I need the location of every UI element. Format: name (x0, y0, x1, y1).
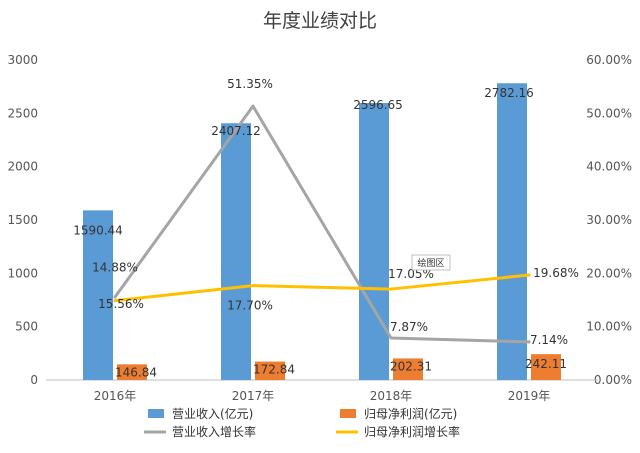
y-right-tick-label: 30.00% (586, 213, 632, 227)
legend-swatch-net-profit (340, 409, 356, 418)
net-profit-growth-data-label: 17.70% (227, 299, 273, 313)
revenue-growth-data-label: 7.14% (530, 333, 568, 347)
revenue-growth-point (251, 104, 255, 108)
legend-label-revenue: 营业收入(亿元) (172, 406, 253, 421)
x-tick-label: 2018年 (370, 389, 413, 403)
net-profit-bar (117, 364, 147, 380)
revenue-growth-point (389, 336, 393, 340)
revenue-bar (359, 103, 389, 381)
net-profit-data-label: 146.84 (115, 365, 157, 379)
y-left-tick-label: 500 (15, 320, 38, 334)
y-left-tick-label: 0 (30, 373, 38, 387)
y-left-axis: 0 500 1000 1500 2000 2500 3000 (7, 53, 38, 387)
y-right-tick-label: 50.00% (586, 106, 632, 120)
revenue-data-label: 1590.44 (73, 223, 123, 237)
watermark-title: 世纪经济报道 (506, 413, 590, 430)
x-axis: 2016年 2017年 2018年 2019年 (94, 389, 551, 403)
revenue-growth-point (113, 295, 117, 299)
chart-title: 年度业绩对比 (263, 10, 377, 32)
revenue-growth-data-label: 7.87% (390, 320, 428, 334)
data-labels: 1590.44 2407.12 2596.65 2782.16 146.84 172.84… (73, 77, 579, 379)
revenue-data-label: 2596.65 (353, 98, 403, 112)
x-tick-label: 2019年 (508, 389, 551, 403)
revenue-growth-data-label: 51.35% (227, 77, 273, 91)
net-profit-data-label: 202.31 (390, 359, 432, 373)
legend-label-net-profit-growth: 归母净利润增长率 (364, 424, 460, 439)
bars (83, 83, 561, 381)
y-left-tick-label: 2000 (7, 160, 38, 174)
y-right-tick-label: 60.00% (586, 53, 632, 67)
revenue-bar (497, 83, 527, 380)
y-left-tick-label: 3000 (7, 53, 38, 67)
legend: 营业收入(亿元) 归母净利润(亿元) 营业收入增长率 归母净利润增长率 (144, 406, 460, 439)
net-profit-bar (531, 354, 561, 380)
net-profit-bar (393, 358, 423, 380)
net-profit-growth-point (527, 273, 531, 277)
plot-area-tag: 绘图区 (411, 254, 451, 271)
net-profit-growth-point (389, 287, 393, 291)
watermark: 世纪经济报道 CENTURY BUSINESS HERALD (481, 410, 592, 440)
net-profit-growth-line (113, 273, 531, 303)
plot-area-tag-box (411, 254, 451, 271)
watermark-subtitle: CENTURY BUSINESS HERALD (506, 433, 592, 440)
net-profit-growth-data-label: 19.68% (533, 266, 579, 280)
legend-label-revenue-growth: 营业收入增长率 (172, 424, 256, 439)
revenue-growth-point (527, 340, 531, 344)
y-right-tick-label: 40.00% (586, 160, 632, 174)
y-right-tick-label: 20.00% (586, 266, 632, 280)
net-profit-growth-data-label: 14.88% (92, 261, 138, 275)
y-right-axis: 0.00% 10.00% 20.00% 30.00% 40.00% 50.00% 60.00… (586, 53, 632, 387)
x-tick-label: 2016年 (94, 389, 137, 403)
revenue-data-label: 2407.12 (211, 124, 261, 138)
legend-label-net-profit: 归母净利润(亿元) (364, 406, 457, 421)
revenue-bar (83, 210, 113, 380)
revenue-growth-data-label: 15.56% (98, 297, 144, 311)
x-tick-label: 2017年 (232, 389, 275, 403)
revenue-growth-line (113, 104, 531, 344)
revenue-bar (221, 123, 251, 380)
net-profit-growth-point (113, 299, 117, 303)
revenue-data-label: 2782.16 (484, 86, 534, 100)
lines (113, 104, 531, 344)
net-profit-growth-point (251, 284, 255, 288)
y-left-tick-label: 1500 (7, 213, 38, 227)
y-right-tick-label: 10.00% (586, 320, 632, 334)
y-left-tick-label: 1000 (7, 266, 38, 280)
net-profit-growth-data-label: 17.05% (388, 267, 434, 281)
watermark-logo (481, 410, 503, 432)
y-left-tick-label: 2500 (7, 106, 38, 120)
plot-area-tag-label: 绘图区 (417, 257, 444, 269)
net-profit-bar (255, 361, 285, 380)
net-profit-data-label: 242.11 (525, 357, 567, 371)
y-right-tick-label: 0.00% (594, 373, 632, 387)
net-profit-data-label: 172.84 (253, 363, 295, 377)
legend-swatch-revenue (148, 409, 164, 418)
